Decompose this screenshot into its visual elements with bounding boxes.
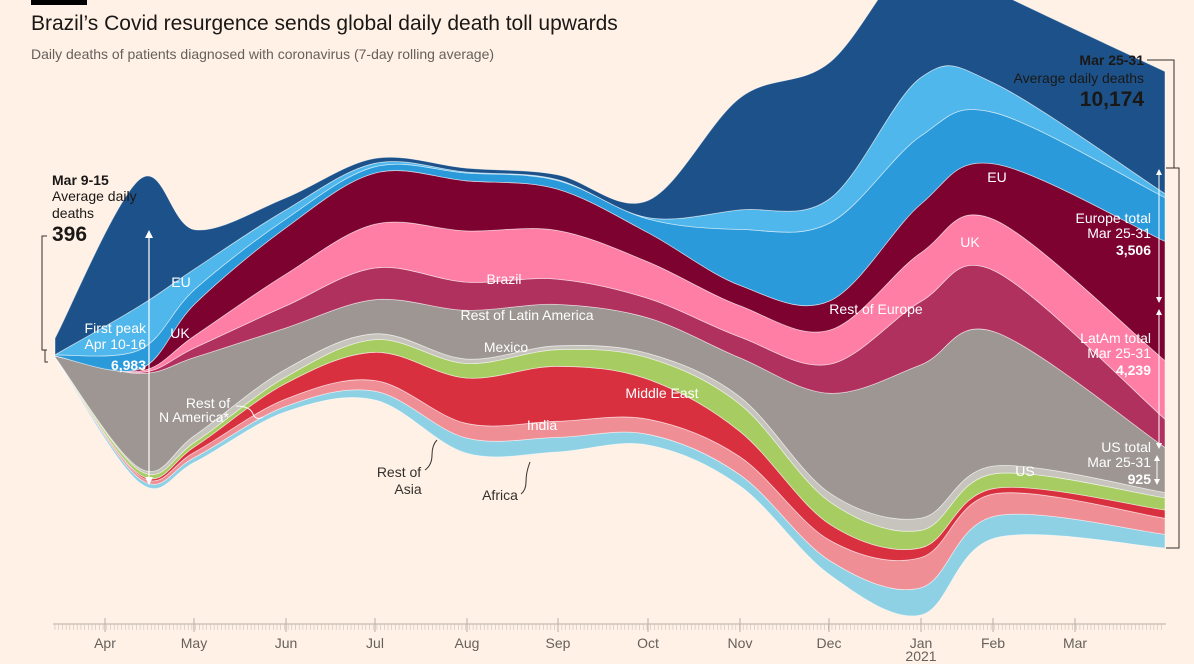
label-rest-n-america-2: N America* — [159, 409, 230, 425]
leader-rest-of-asia — [424, 439, 438, 471]
label-rest-of-asia-2: Asia — [394, 481, 421, 497]
chart-subtitle: Daily deaths of patients diagnosed with … — [31, 46, 495, 62]
end-period: Mar 25-31 — [1079, 52, 1144, 68]
europe-total-value: 3,506 — [1116, 242, 1151, 258]
start-line1: Average daily — [52, 188, 137, 204]
start-value: 396 — [52, 223, 87, 246]
end-bracket-top — [1147, 59, 1175, 168]
peak-arrow-up — [145, 230, 153, 238]
x-tick-sep: Sep — [546, 635, 571, 651]
label-uk-right: UK — [960, 234, 980, 250]
end-bracket — [1166, 167, 1180, 549]
stream-eu — [54, 0, 1166, 356]
europe-total-line1: Europe total — [1076, 210, 1152, 226]
top-rule — [31, 0, 87, 5]
label-africa: Africa — [482, 487, 518, 503]
x-tick-labels: Apr May Jun Jul Aug Sep Oct Nov Dec Jan Feb Mar — [94, 618, 1087, 651]
leader-africa — [520, 461, 531, 495]
end-value: 10,174 — [1080, 88, 1145, 111]
us-total-period: Mar 25-31 — [1087, 454, 1151, 470]
x-tick-may: May — [181, 635, 207, 651]
latam-total-value: 4,239 — [1116, 362, 1151, 378]
peak-line1: First peak — [85, 320, 147, 336]
start-bracket — [41, 235, 47, 351]
x-tick-jan: Jan — [910, 635, 933, 651]
label-eu-right: EU — [987, 169, 1006, 185]
label-middle-east: Middle East — [625, 385, 698, 401]
us-total-line1: US total — [1101, 439, 1151, 455]
label-india: India — [527, 417, 558, 433]
label-rest-n-america-1: Rest of — [186, 395, 230, 411]
start-period: Mar 9-15 — [52, 172, 109, 188]
x-tick-aug: Aug — [455, 635, 480, 651]
x-tick-jul: Jul — [366, 635, 384, 651]
label-eu: EU — [171, 274, 190, 290]
start-line2: deaths — [52, 205, 94, 221]
stream-layers — [54, 0, 1166, 617]
label-rest-of-asia-1: Rest of — [377, 464, 421, 480]
x-tick-feb: Feb — [981, 635, 1005, 651]
x-tick-apr: Apr — [94, 635, 116, 651]
label-rest-of-europe: Rest of Europe — [829, 301, 923, 317]
chart-title: Brazil’s Covid resurgence sends global d… — [31, 12, 618, 35]
x-axis — [53, 623, 1166, 630]
label-uk: UK — [170, 325, 190, 341]
label-rest-latin-america: Rest of Latin America — [460, 307, 593, 323]
leader-rest-n-america — [235, 405, 264, 419]
latam-total-line1: LatAm total — [1080, 330, 1151, 346]
x-tick-dec: Dec — [817, 635, 842, 651]
label-us: US — [1015, 463, 1034, 479]
x-tick-nov: Nov — [728, 635, 753, 651]
label-mexico: Mexico — [484, 339, 529, 355]
peak-period: Apr 10-16 — [85, 336, 147, 352]
peak-arrow-down — [145, 477, 153, 485]
x-tick-year: 2021 — [905, 648, 936, 664]
label-brazil: Brazil — [486, 271, 521, 287]
x-tick-jun: Jun — [275, 635, 298, 651]
x-tick-mar: Mar — [1063, 635, 1087, 651]
latam-total-period: Mar 25-31 — [1087, 345, 1151, 361]
europe-total-period: Mar 25-31 — [1087, 225, 1151, 241]
us-total-value: 925 — [1128, 471, 1152, 487]
peak-value: 6,983 — [111, 357, 146, 373]
end-line1: Average daily deaths — [1014, 70, 1145, 86]
x-tick-oct: Oct — [637, 635, 659, 651]
